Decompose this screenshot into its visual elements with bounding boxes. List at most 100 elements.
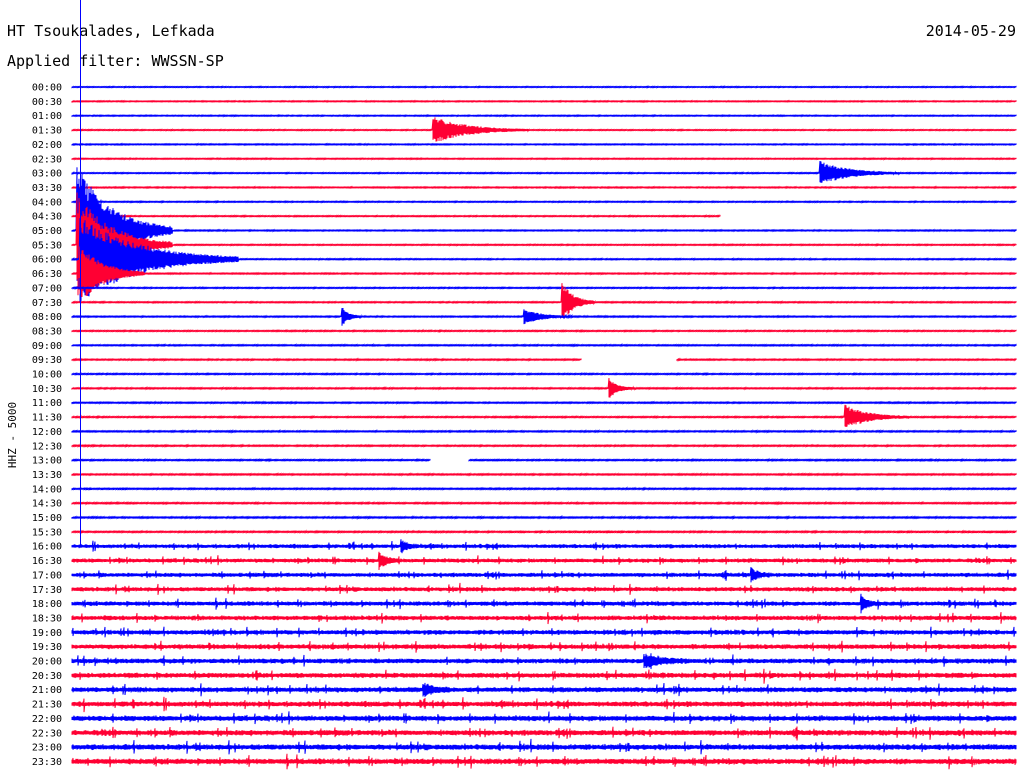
trace-row [71,357,1017,362]
time-tick-label: 09:30 [32,355,62,366]
time-tick-label: 18:00 [32,599,62,610]
time-tick-label: 23:30 [32,757,62,768]
time-tick-label: 08:30 [32,326,62,337]
trace-row [71,682,1017,697]
trace-row [71,486,1017,492]
time-tick-label: 20:30 [32,671,62,682]
trace-row [71,85,1017,89]
time-tick-label: 18:30 [32,613,62,624]
trace-row [71,283,1017,319]
time-tick-label: 05:30 [32,240,62,251]
trace-row [71,472,1017,477]
trace-row [71,167,1017,290]
trace-row [71,378,1017,398]
trace-row [71,142,1017,147]
trace-row [71,753,1017,770]
time-tick-label: 10:00 [32,370,62,381]
trace-row [71,192,1017,296]
time-tick-label: 13:00 [32,456,62,467]
trace-row [71,285,1017,290]
trace-row [71,582,1017,595]
trace-row [71,443,1017,449]
trace-row [71,515,1017,520]
trace-row [71,539,1017,554]
trace-row [71,185,1017,190]
trace-row [71,117,1017,142]
time-tick-label: 17:00 [32,570,62,581]
record-date: 2014-05-29 [925,22,1016,40]
trace-row [71,199,1017,204]
time-tick-label: 21:30 [32,700,62,711]
time-tick-label: 12:30 [32,441,62,452]
time-tick-label: 14:00 [32,484,62,495]
station-title: HT Tsoukalades, Lefkada [7,22,215,40]
filter-label: Applied filter: WWSSN-SP [7,52,224,70]
trace-row [71,653,1017,670]
time-tick-label: 07:00 [32,283,62,294]
time-tick-label: 13:30 [32,470,62,481]
trace-row [71,214,721,219]
time-tick-label: 16:00 [32,542,62,553]
time-tick-label: 22:00 [32,714,62,725]
trace-row [71,567,1017,583]
time-tick-label: 03:30 [32,183,62,194]
time-tick-label: 08:00 [32,312,62,323]
time-tick-label: 04:30 [32,212,62,223]
time-tick-label: 11:30 [32,413,62,424]
time-tick-label: 17:30 [32,585,62,596]
trace-row [71,711,1017,725]
trace-row [71,161,1017,183]
time-tick-label: 04:00 [32,197,62,208]
time-tick-label: 01:00 [32,111,62,122]
time-tick-label: 21:00 [32,685,62,696]
trace-row [71,218,1017,303]
time-tick-label: 14:30 [32,499,62,510]
time-tick-label: 06:00 [32,255,62,266]
trace-row [71,328,1017,334]
trace-row [71,696,1017,713]
trace-row [71,343,1017,348]
time-tick-label: 11:00 [32,398,62,409]
time-tick-label: 20:00 [32,657,62,668]
trace-row [71,668,1017,684]
trace-row [71,429,1017,434]
time-tick-label: 19:00 [32,628,62,639]
time-tick-label: 12:00 [32,427,62,438]
time-tick-label: 07:30 [32,298,62,309]
time-tick-label: 05:00 [32,226,62,237]
trace-row [71,457,1017,463]
trace-row [71,612,1017,625]
time-tick-label: 15:30 [32,527,62,538]
time-tick-label: 00:00 [32,83,62,94]
trace-row [71,726,1017,741]
time-tick-label: 06:30 [32,269,62,280]
trace-row [71,404,1017,427]
trace-row [71,307,1017,326]
trace-row [71,400,1017,405]
time-tick-label: 15:00 [32,513,62,524]
time-tick-label: 02:30 [32,154,62,165]
time-tick-label: 19:30 [32,642,62,653]
time-tick-label: 16:30 [32,556,62,567]
trace-row [71,99,1017,104]
time-tick-label: 23:00 [32,743,62,754]
time-tick-label: 03:00 [32,169,62,180]
trace-row [71,156,1017,161]
time-tick-label: 10:30 [32,384,62,395]
time-tick-label: 22:30 [32,728,62,739]
time-tick-label: 09:00 [32,341,62,352]
time-tick-label: 00:30 [32,97,62,108]
time-tick-label: 02:00 [32,140,62,151]
trace-row [71,529,1017,535]
trace-row [71,113,1017,118]
trace-row [71,246,1017,298]
trace-row [71,640,1017,653]
trace-row [71,371,1017,377]
trace-row [71,626,1017,638]
trace-row [71,593,1017,614]
trace-row [71,551,1017,570]
trace-row [71,500,1017,506]
time-tick-label: 01:30 [32,126,62,137]
trace-row [71,738,1017,755]
